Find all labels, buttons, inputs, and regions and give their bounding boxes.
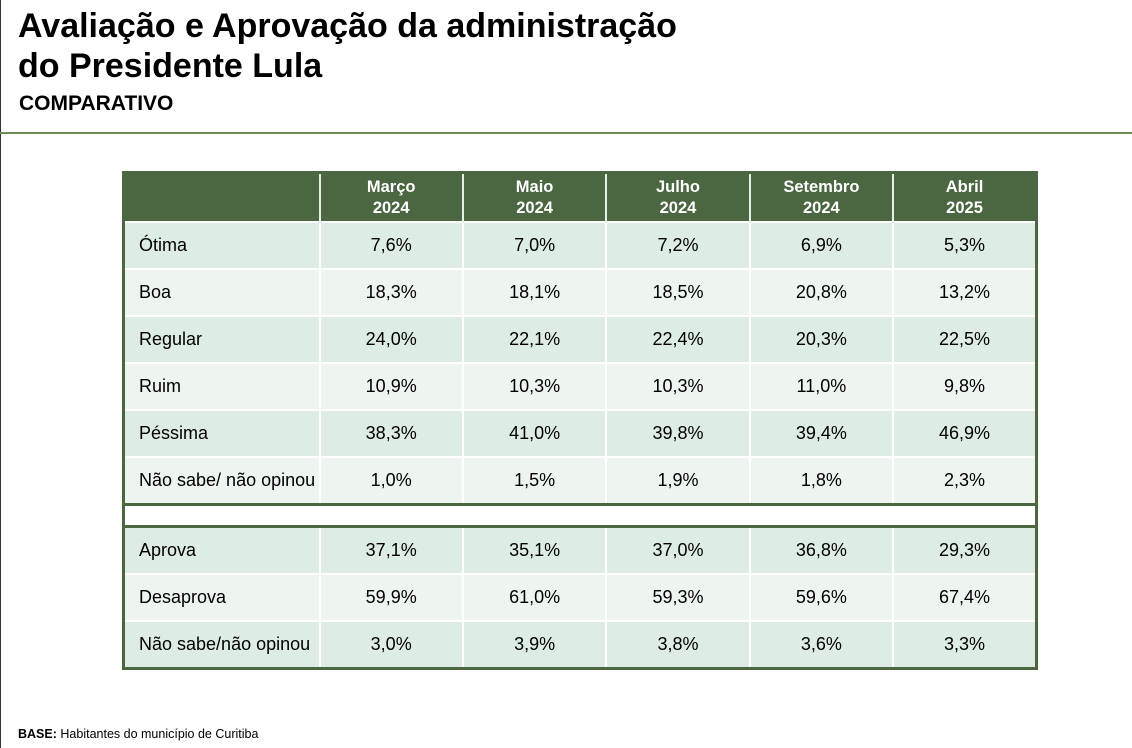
column-month: Março: [367, 178, 416, 196]
column-year: 2024: [516, 199, 553, 217]
value-cell: 18,1%: [463, 269, 606, 316]
column-year: 2024: [660, 199, 697, 217]
value-cell: 6,9%: [750, 222, 893, 269]
value-cell: 38,3%: [320, 410, 463, 457]
base-label: BASE:: [18, 727, 57, 741]
value-cell: 18,3%: [320, 269, 463, 316]
column-month: Maio: [516, 178, 554, 196]
value-cell: 39,8%: [606, 410, 749, 457]
table-row: Ruim 10,9% 10,3% 10,3% 11,0% 9,8%: [124, 363, 1037, 410]
section-separator-row: [124, 505, 1037, 527]
value-cell: 7,2%: [606, 222, 749, 269]
value-cell: 3,0%: [320, 621, 463, 669]
table-row: Não sabe/não opinou 3,0% 3,9% 3,8% 3,6% 3,3%: [124, 621, 1037, 669]
base-note: BASE: Habitantes do município de Curitib…: [18, 727, 258, 741]
column-month: Setembro: [783, 178, 859, 196]
column-header: Abril 2025: [893, 173, 1036, 223]
value-cell: 10,9%: [320, 363, 463, 410]
row-label: Boa: [124, 269, 320, 316]
header-divider: [0, 132, 1132, 134]
table-header-row: Março 2024 Maio 2024 Julho 2024 Setembro 202…: [124, 173, 1037, 223]
row-label: Péssima: [124, 410, 320, 457]
column-header: Maio 2024: [463, 173, 606, 223]
table-row: Não sabe/ não opinou 1,0% 1,5% 1,9% 1,8% 2,3%: [124, 457, 1037, 505]
column-header: Julho 2024: [606, 173, 749, 223]
value-cell: 1,8%: [750, 457, 893, 505]
value-cell: 59,3%: [606, 574, 749, 621]
value-cell: 10,3%: [606, 363, 749, 410]
value-cell: 39,4%: [750, 410, 893, 457]
separator-cell: [124, 505, 1037, 527]
value-cell: 61,0%: [463, 574, 606, 621]
value-cell: 22,5%: [893, 316, 1036, 363]
table-row: Boa 18,3% 18,1% 18,5% 20,8% 13,2%: [124, 269, 1037, 316]
title-line-1: Avaliação e Aprovação da administração: [18, 7, 677, 45]
value-cell: 24,0%: [320, 316, 463, 363]
value-cell: 5,3%: [893, 222, 1036, 269]
value-cell: 22,1%: [463, 316, 606, 363]
row-label: Ruim: [124, 363, 320, 410]
value-cell: 59,9%: [320, 574, 463, 621]
column-month: Julho: [656, 178, 700, 196]
value-cell: 13,2%: [893, 269, 1036, 316]
row-label: Não sabe/ não opinou: [124, 457, 320, 505]
value-cell: 2,3%: [893, 457, 1036, 505]
page-title: Avaliação e Aprovação da administração d…: [18, 6, 677, 86]
row-label: Não sabe/não opinou: [124, 621, 320, 669]
value-cell: 3,8%: [606, 621, 749, 669]
value-cell: 3,6%: [750, 621, 893, 669]
value-cell: 1,0%: [320, 457, 463, 505]
page-left-border: [0, 0, 1, 748]
row-label: Desaprova: [124, 574, 320, 621]
title-line-2: do Presidente Lula: [18, 47, 322, 85]
value-cell: 37,1%: [320, 527, 463, 575]
comparison-table: Março 2024 Maio 2024 Julho 2024 Setembro 202…: [122, 171, 1038, 670]
value-cell: 7,6%: [320, 222, 463, 269]
value-cell: 1,9%: [606, 457, 749, 505]
table-row: Péssima 38,3% 41,0% 39,8% 39,4% 46,9%: [124, 410, 1037, 457]
value-cell: 41,0%: [463, 410, 606, 457]
column-header: Setembro 2024: [750, 173, 893, 223]
value-cell: 3,3%: [893, 621, 1036, 669]
column-header: Março 2024: [320, 173, 463, 223]
table-row: Regular 24,0% 22,1% 22,4% 20,3% 22,5%: [124, 316, 1037, 363]
value-cell: 67,4%: [893, 574, 1036, 621]
value-cell: 18,5%: [606, 269, 749, 316]
value-cell: 3,9%: [463, 621, 606, 669]
value-cell: 46,9%: [893, 410, 1036, 457]
value-cell: 36,8%: [750, 527, 893, 575]
row-label: Regular: [124, 316, 320, 363]
value-cell: 20,3%: [750, 316, 893, 363]
value-cell: 7,0%: [463, 222, 606, 269]
row-label: Aprova: [124, 527, 320, 575]
column-year: 2024: [803, 199, 840, 217]
value-cell: 22,4%: [606, 316, 749, 363]
table-row: Desaprova 59,9% 61,0% 59,3% 59,6% 67,4%: [124, 574, 1037, 621]
table-row: Ótima 7,6% 7,0% 7,2% 6,9% 5,3%: [124, 222, 1037, 269]
column-year: 2024: [373, 199, 410, 217]
row-label: Ótima: [124, 222, 320, 269]
table-row: Aprova 37,1% 35,1% 37,0% 36,8% 29,3%: [124, 527, 1037, 575]
value-cell: 29,3%: [893, 527, 1036, 575]
column-month: Abril: [946, 178, 984, 196]
value-cell: 37,0%: [606, 527, 749, 575]
value-cell: 10,3%: [463, 363, 606, 410]
page-subtitle: COMPARATIVO: [19, 91, 173, 117]
value-cell: 11,0%: [750, 363, 893, 410]
column-year: 2025: [946, 199, 983, 217]
base-text: Habitantes do município de Curitiba: [60, 727, 258, 741]
value-cell: 1,5%: [463, 457, 606, 505]
header-corner-cell: [124, 173, 320, 223]
value-cell: 59,6%: [750, 574, 893, 621]
value-cell: 9,8%: [893, 363, 1036, 410]
value-cell: 20,8%: [750, 269, 893, 316]
value-cell: 35,1%: [463, 527, 606, 575]
